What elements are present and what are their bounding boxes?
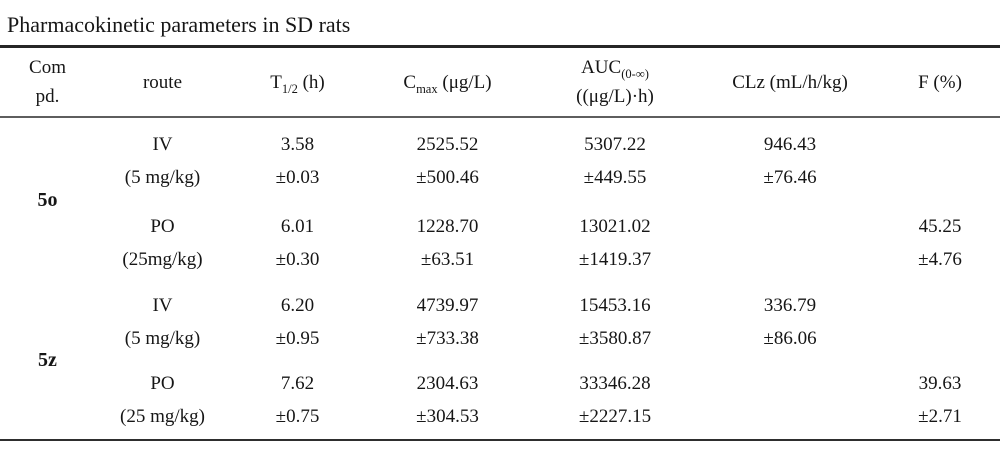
- auc-sd: ±449.55: [583, 166, 647, 188]
- auc-cell: 13021.02 ±1419.37: [530, 203, 700, 282]
- clz-cell: [700, 203, 880, 282]
- compound-label-5z: 5z: [38, 349, 57, 371]
- cmax-cell: 1228.70 ±63.51: [365, 203, 530, 282]
- clz-cell: 946.43 ±76.46: [700, 117, 880, 203]
- auc-sd: ±2227.15: [578, 406, 652, 427]
- t12-value: 6.01: [280, 215, 315, 237]
- col-header-t12: T1/2 (h): [230, 46, 365, 118]
- table-row-5o-po: PO (25mg/kg) 6.01 ±0.30 1228.70 ±63.51 1…: [0, 203, 1000, 282]
- pk-table-figure: Pharmacokinetic parameters in SD rats Co…: [0, 12, 1000, 441]
- route-cell: IV (5 mg/kg): [95, 117, 230, 203]
- auc-header-line2: ((μg/L)·h): [576, 86, 654, 107]
- route-dose: (5 mg/kg): [124, 327, 201, 349]
- cmax-value: 1228.70: [416, 215, 479, 237]
- col-header-compound: Com pd.: [0, 46, 95, 118]
- f-sd: ±2.71: [918, 406, 962, 427]
- auc-sd: ±1419.37: [578, 248, 652, 270]
- table-body: 5o IV (5 mg/kg) 3.58 ±0.03 2525.52 ±500.…: [0, 117, 1000, 440]
- route-dose: (25mg/kg): [122, 248, 203, 270]
- cmax-sd: ±304.53: [416, 406, 479, 427]
- route-value: IV: [152, 133, 173, 155]
- t12-cell: 6.01 ±0.30: [230, 203, 365, 282]
- table-row-5z-po: PO (25 mg/kg) 7.62 ±0.75 2304.63 ±304.53…: [0, 361, 1000, 440]
- table-row-5o-iv: 5o IV (5 mg/kg) 3.58 ±0.03 2525.52 ±500.…: [0, 117, 1000, 211]
- cmax-value: 4739.97: [416, 294, 479, 316]
- cmax-sd: ±733.38: [416, 327, 479, 349]
- route-dose: (5 mg/kg): [124, 166, 201, 188]
- t12-sd: ±0.75: [275, 406, 320, 427]
- pk-table: Com pd. route T1/2 (h) Cmax (μg/L) AUC(0…: [0, 45, 1000, 441]
- auc-value: 33346.28: [579, 373, 651, 394]
- table-row-5z-iv: 5z IV (5 mg/kg) 6.20 ±0.95 4739.97 ±733.…: [0, 282, 1000, 372]
- f-cell: 39.63 ±2.71: [880, 361, 1000, 440]
- f-cell: [880, 117, 1000, 203]
- f-value: 39.63: [918, 373, 962, 394]
- f-cell: 45.25 ±4.76: [880, 203, 1000, 282]
- cmax-cell: 2304.63 ±304.53: [365, 361, 530, 440]
- cmax-cell: 4739.97 ±733.38: [365, 282, 530, 361]
- route-cell: PO (25 mg/kg): [95, 361, 230, 440]
- t12-cell: 7.62 ±0.75: [230, 361, 365, 440]
- auc-subscript: (0-∞): [621, 66, 649, 81]
- route-cell: IV (5 mg/kg): [95, 282, 230, 361]
- col-header-f: F (%): [880, 46, 1000, 118]
- auc-cell: 33346.28 ±2227.15: [530, 361, 700, 440]
- f-sd: ±4.76: [918, 248, 962, 270]
- clz-cell: [700, 361, 880, 440]
- route-value: PO: [150, 373, 175, 394]
- clz-value: 946.43: [763, 133, 817, 155]
- table-title: Pharmacokinetic parameters in SD rats: [7, 12, 351, 37]
- cmax-cell: 2525.52 ±500.46: [365, 117, 530, 203]
- route-cell: PO (25mg/kg): [95, 203, 230, 282]
- auc-sd: ±3580.87: [578, 327, 652, 349]
- t12-subscript: 1/2: [281, 81, 298, 96]
- f-cell: [880, 282, 1000, 361]
- col-header-compound-line2: pd.: [35, 86, 60, 107]
- auc-cell: 15453.16 ±3580.87: [530, 282, 700, 361]
- t12-cell: 6.20 ±0.95: [230, 282, 365, 361]
- route-value: IV: [152, 294, 173, 316]
- auc-value: 13021.02: [579, 215, 651, 237]
- col-header-compound-line1: Com: [29, 57, 66, 78]
- cmax-subscript: max: [416, 81, 438, 96]
- route-value: PO: [150, 215, 175, 237]
- t12-value: 7.62: [280, 373, 315, 394]
- cmax-sd: ±63.51: [420, 248, 475, 270]
- cmax-value: 2525.52: [416, 133, 479, 155]
- clz-sd: ±76.46: [763, 166, 817, 188]
- compound-label-5o: 5o: [37, 188, 58, 211]
- clz-sd: ±86.06: [763, 327, 817, 349]
- cmax-sd: ±500.46: [416, 166, 479, 188]
- t12-cell: 3.58 ±0.03: [230, 117, 365, 203]
- col-header-auc: AUC(0-∞) ((μg/L)·h): [530, 46, 700, 118]
- auc-value: 5307.22: [584, 133, 646, 155]
- route-dose: (25 mg/kg): [120, 406, 205, 427]
- t12-sd: ±0.03: [275, 166, 320, 188]
- col-header-route: route: [95, 46, 230, 118]
- cmax-value: 2304.63: [416, 373, 479, 394]
- col-header-clz: CLz (mL/h/kg): [700, 46, 880, 118]
- t12-sd: ±0.30: [275, 248, 320, 270]
- col-header-cmax: Cmax (μg/L): [365, 46, 530, 118]
- t12-sd: ±0.95: [275, 327, 320, 349]
- f-value: 45.25: [918, 215, 962, 237]
- t12-value: 3.58: [280, 133, 315, 155]
- t12-value: 6.20: [280, 294, 315, 316]
- auc-header-line1: AUC(0-∞): [581, 57, 649, 81]
- table-header: Com pd. route T1/2 (h) Cmax (μg/L) AUC(0…: [0, 46, 1000, 118]
- clz-value: 336.79: [763, 294, 817, 316]
- auc-cell: 5307.22 ±449.55: [530, 117, 700, 203]
- auc-value: 15453.16: [579, 294, 651, 316]
- clz-cell: 336.79 ±86.06: [700, 282, 880, 361]
